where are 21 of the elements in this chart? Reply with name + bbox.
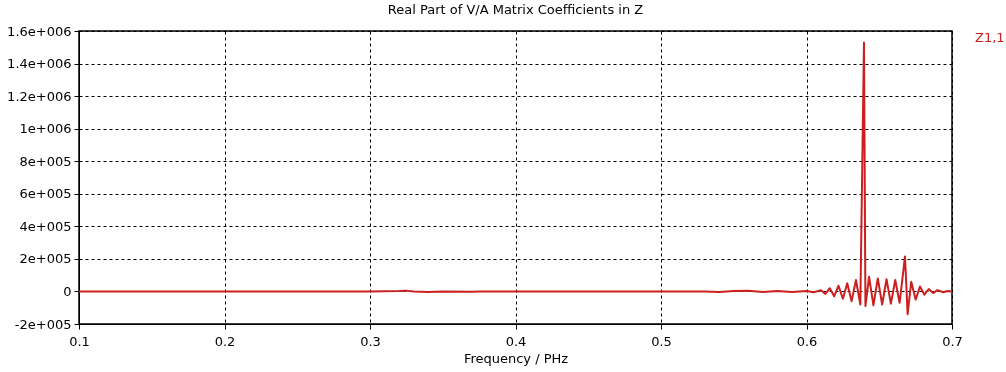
y-tick-label: 4e+005 [19, 218, 72, 234]
x-tick-label: 0.7 [942, 333, 963, 349]
y-tick-label: 1.6e+006 [7, 23, 72, 39]
y-tick-label: 2e+005 [19, 251, 72, 267]
x-axis-title: Frequency / PHz [463, 350, 569, 366]
y-tick-label: 6e+005 [19, 186, 72, 202]
chart-title: Real Part of V/A Matrix Coefficients in Z [387, 2, 644, 17]
x-tick-label: 0.3 [360, 333, 381, 349]
y-tick-label: 1e+006 [19, 121, 72, 137]
y-tick-label: 8e+005 [19, 153, 72, 169]
line-series [79, 41, 952, 316]
x-tick-label: 0.5 [651, 333, 672, 349]
y-tick-label: -2e+005 [14, 316, 72, 332]
x-tick-label: 0.6 [796, 333, 818, 349]
x-tick-label: 0.2 [214, 333, 236, 349]
y-tick-label: 0 [63, 283, 72, 299]
y-tick-label: 1.2e+006 [7, 88, 72, 104]
text: Z1,1 [975, 29, 1005, 45]
x-tick-label: 0.1 [69, 333, 90, 349]
y-tick-label: 1.4e+006 [7, 56, 72, 72]
x-tick-label: 0.4 [505, 333, 527, 349]
